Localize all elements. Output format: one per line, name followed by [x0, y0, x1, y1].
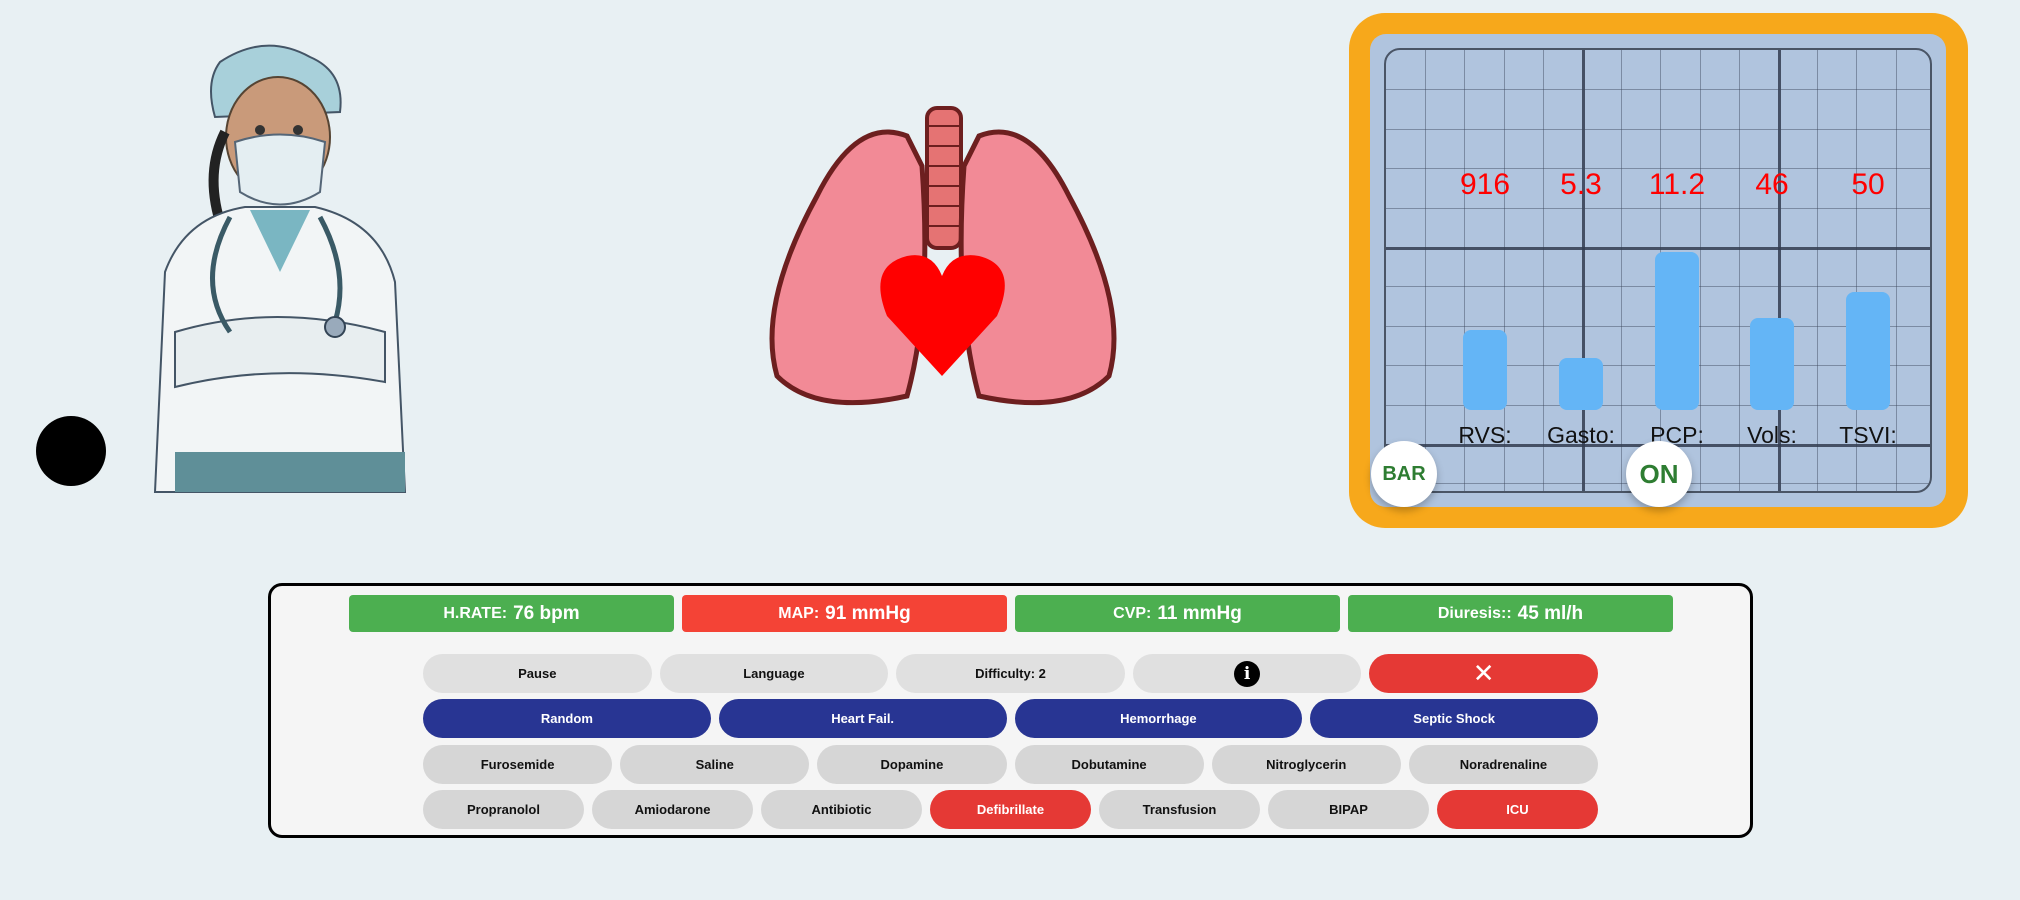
grid-line — [1386, 128, 1930, 130]
bar-tsvi — [1846, 292, 1890, 410]
grid-line — [1699, 50, 1701, 491]
grid-line — [1738, 50, 1740, 491]
drug-button-noradrenaline[interactable]: Noradrenaline — [1408, 745, 1599, 784]
status-hrate: H.RATE: 76 bpm — [349, 595, 674, 632]
info-button[interactable]: i — [1132, 654, 1362, 693]
drug-row: Furosemide Saline Dopamine Dobutamine Nitrog… — [423, 745, 1599, 784]
value-label: 11.2 — [1648, 168, 1706, 201]
nurse-illustration — [153, 44, 407, 493]
grid-line — [1895, 50, 1897, 491]
status-label: H.RATE: — [443, 604, 508, 622]
value-label: 50 — [1851, 168, 1885, 201]
grid-line — [1542, 50, 1544, 491]
grid-line — [1817, 50, 1819, 491]
monitor-grid: 916 RVS: 5.3 Gasto: 11.2 PCP: 46 Vols: 50 TSVI: — [1384, 48, 1932, 493]
close-button[interactable]: ✕ — [1369, 654, 1598, 693]
difficulty-button[interactable]: Difficulty: 2 — [896, 654, 1125, 693]
grid-line — [1856, 50, 1858, 491]
drug-button-furosemide[interactable]: Furosemide — [423, 745, 613, 784]
status-cvp: CVP: 11 mmHg — [1015, 595, 1340, 632]
grid-line — [1621, 50, 1623, 491]
lungs-heart-illustration — [769, 106, 1117, 406]
bar-pcp — [1655, 252, 1699, 410]
status-label: CVP: — [1113, 604, 1152, 622]
status-label: Diuresis:: — [1437, 604, 1512, 622]
language-button[interactable]: Language — [659, 654, 889, 693]
drug-button-dobutamine[interactable]: Dobutamine — [1014, 745, 1204, 784]
action-button-amiodarone[interactable]: Amiodarone — [592, 790, 753, 829]
action-button-propranolol[interactable]: Propranolol — [423, 790, 584, 829]
category-label: RVS: — [1458, 422, 1512, 448]
value-label: 5.3 — [1560, 168, 1602, 201]
bar-vols — [1750, 318, 1794, 410]
grid-line — [1386, 247, 1930, 250]
grid-line — [1386, 168, 1930, 170]
grid-line — [1386, 89, 1930, 91]
record-indicator[interactable] — [36, 416, 106, 486]
status-value: 11 mmHg — [1157, 602, 1242, 624]
status-diuresis: Diuresis:: 45 ml/h — [1348, 595, 1673, 632]
category-label: Gasto: — [1547, 422, 1615, 448]
category-label: Vols: — [1747, 422, 1797, 448]
action-button-antibiotic[interactable]: Antibiotic — [761, 790, 922, 829]
pause-button[interactable]: Pause — [423, 654, 652, 693]
bar-mode-button[interactable]: BAR — [1371, 441, 1437, 507]
hemodynamic-monitor: 916 RVS: 5.3 Gasto: 11.2 PCP: 46 Vols: 50 TSVI: B… — [1349, 13, 1968, 528]
status-label: MAP: — [778, 604, 820, 622]
action-button-defibrillate[interactable]: Defibrillate — [930, 790, 1091, 829]
bar-rvs — [1463, 330, 1507, 410]
category-label: TSVI: — [1839, 422, 1897, 448]
scenario-button-hemorrhage[interactable]: Hemorrhage — [1014, 699, 1303, 738]
status-value: 91 mmHg — [825, 602, 911, 624]
action-button-bipap[interactable]: BIPAP — [1268, 790, 1429, 829]
drug-button-dopamine[interactable]: Dopamine — [817, 745, 1007, 784]
status-map: MAP: 91 mmHg — [682, 595, 1007, 632]
grid-line — [1425, 50, 1427, 491]
status-value: 76 bpm — [513, 602, 580, 624]
action-button-transfusion[interactable]: Transfusion — [1099, 790, 1260, 829]
grid-line — [1386, 207, 1930, 209]
info-icon: i — [1234, 660, 1261, 687]
grid-line — [1582, 50, 1585, 491]
scenario-button-random[interactable]: Random — [423, 699, 711, 738]
grid-line — [1464, 50, 1466, 491]
grid-line — [1503, 50, 1505, 491]
scenario-button-septic-shock[interactable]: Septic Shock — [1310, 699, 1598, 738]
controls-row: Pause Language Difficulty: 2 i ✕ — [423, 654, 1598, 693]
bar-gasto — [1559, 358, 1603, 410]
status-value: 45 ml/h — [1517, 602, 1584, 624]
scenario-row: Random Heart Fail. Hemorrhage Septic Shock — [423, 699, 1598, 738]
action-row: Propranolol Amiodarone Antibiotic Defibrill… — [423, 790, 1598, 829]
action-button-icu[interactable]: ICU — [1437, 790, 1598, 829]
drug-button-nitroglycerin[interactable]: Nitroglycerin — [1211, 745, 1401, 784]
grid-line — [1778, 50, 1781, 491]
value-label: 46 — [1755, 168, 1789, 201]
drug-button-saline[interactable]: Saline — [620, 745, 810, 784]
scenario-button-heart-fail-[interactable]: Heart Fail. — [718, 699, 1007, 738]
heart-icon — [880, 255, 1005, 376]
control-panel: H.RATE: 76 bpm MAP: 91 mmHg CVP: 11 mmHg Diure… — [268, 583, 1753, 838]
value-label: 916 — [1459, 168, 1511, 201]
close-icon: ✕ — [1472, 658, 1495, 688]
monitor-screen: 916 RVS: 5.3 Gasto: 11.2 PCP: 46 Vols: 50 TSVI: — [1370, 34, 1946, 507]
on-toggle-button[interactable]: ON — [1626, 441, 1692, 507]
